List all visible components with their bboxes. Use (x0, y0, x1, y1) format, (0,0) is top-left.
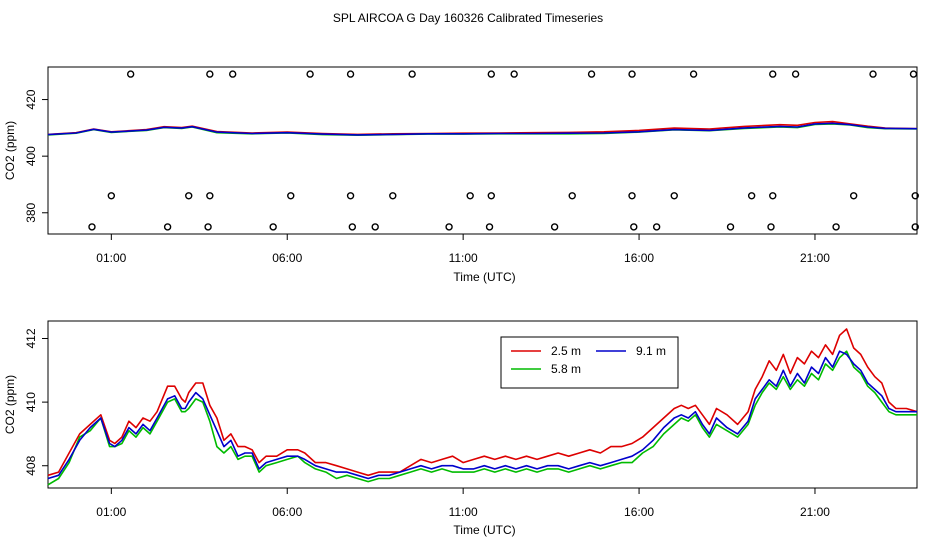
data-marker (769, 70, 777, 78)
series-line-5-8-m (47, 350, 917, 486)
data-marker (346, 192, 355, 200)
data-marker (185, 192, 193, 200)
legend-label: 2.5 m (551, 344, 581, 358)
y-tick-label: 410 (24, 392, 38, 412)
data-marker (206, 192, 214, 200)
x-tick-label: 06:00 (272, 505, 302, 519)
data-marker (306, 70, 314, 78)
data-marker (911, 223, 919, 231)
y-axis-title: CO2 (ppm) (3, 375, 17, 434)
legend-box (500, 336, 679, 389)
data-marker (911, 192, 919, 200)
x-tick-label: 06:00 (272, 251, 302, 265)
legend-entry-9-1-m: 9.1 m (596, 344, 666, 358)
data-marker (689, 70, 698, 78)
data-marker (769, 192, 777, 200)
data-marker (849, 192, 858, 200)
x-tick-label: 16:00 (624, 505, 654, 519)
series-line-9-1-m (47, 350, 917, 480)
data-marker (287, 192, 295, 200)
legend-label: 5.8 m (551, 362, 581, 376)
data-marker (487, 192, 495, 200)
data-marker (206, 70, 214, 78)
data-marker (628, 192, 636, 200)
data-marker (163, 223, 172, 231)
data-marker (628, 70, 636, 78)
top-panel: 01:00 06:00 11:00 16:00 21:00 Time (UTC) 380 40… (3, 66, 919, 284)
series-line-9-1-m (47, 122, 918, 136)
x-tick-label: 21:00 (800, 505, 830, 519)
data-marker (767, 223, 775, 231)
bottom-panel: 01:00 06:00 11:00 16:00 21:00 Time (UTC) 408 41… (3, 320, 918, 537)
data-marker (670, 192, 678, 200)
data-marker (88, 223, 96, 231)
data-marker (487, 70, 495, 78)
x-tick-label: 11:00 (449, 251, 478, 265)
series-line-2-5-m (47, 328, 918, 477)
series-group (47, 328, 918, 486)
y-tick-label: 420 (24, 89, 38, 109)
chart-title: SPL AIRCOA G Day 160326 Calibrated Times… (333, 11, 603, 25)
data-marker (346, 70, 355, 78)
plot-frame (47, 66, 918, 235)
legend-entry-2-5-m: 2.5 m (511, 344, 581, 358)
data-marker (550, 223, 559, 231)
y-tick-label: 380 (24, 202, 38, 222)
data-marker (832, 223, 840, 231)
x-tick-label: 01:00 (96, 505, 126, 519)
y-tick-label: 412 (24, 328, 38, 348)
series-group (47, 120, 918, 136)
data-marker (126, 70, 135, 78)
x-tick-label: 11:00 (449, 505, 478, 519)
legend-entry-5-8-m: 5.8 m (511, 362, 581, 376)
data-marker (466, 192, 474, 200)
data-marker (869, 70, 877, 78)
data-marker (587, 70, 596, 78)
plot-frame (47, 320, 918, 489)
y-tick-label: 400 (24, 146, 38, 166)
x-axis-title: Time (UTC) (453, 270, 515, 284)
x-axis-title: Time (UTC) (453, 523, 515, 537)
data-marker (348, 223, 357, 231)
data-marker (229, 70, 237, 78)
data-marker (510, 70, 518, 78)
data-marker (389, 192, 397, 200)
y-tick-label: 408 (24, 455, 38, 475)
data-marker (269, 223, 277, 231)
data-marker (485, 223, 494, 231)
data-marker (568, 192, 576, 200)
data-marker (652, 223, 661, 231)
data-marker (747, 192, 756, 200)
data-marker (630, 223, 638, 231)
y-axis-title: CO2 (ppm) (3, 121, 17, 180)
x-tick-label: 21:00 (800, 251, 830, 265)
data-marker (204, 223, 212, 231)
legend-label: 9.1 m (636, 344, 666, 358)
x-tick-label: 01:00 (96, 251, 126, 265)
data-marker (445, 223, 453, 231)
data-marker (791, 70, 800, 78)
legend: 2.5 m 9.1 m 5.8 m (500, 336, 679, 389)
x-tick-label: 16:00 (624, 251, 654, 265)
data-marker (726, 223, 735, 231)
data-marker (408, 70, 416, 78)
data-marker (107, 192, 116, 200)
data-marker (371, 223, 379, 231)
data-marker (909, 70, 918, 78)
